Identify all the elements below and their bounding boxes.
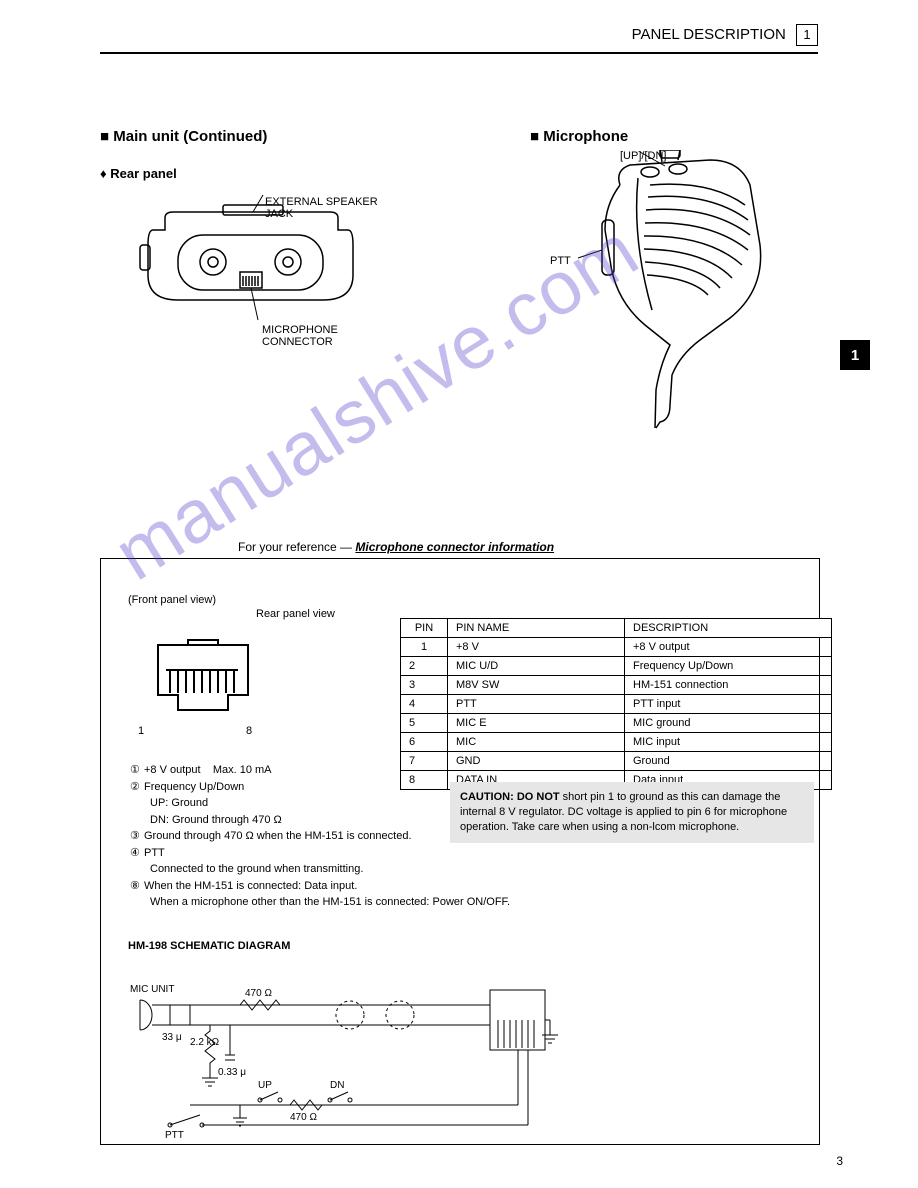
legend-right: Max. 10 mA [213,764,272,776]
schem-mic-unit: MIC UNIT [130,984,174,995]
rear-panel-view-label: Rear panel view [256,608,335,620]
cell: PTT input [625,695,832,714]
reference-title: For your reference — Microphone connecto… [230,540,562,554]
legend-label: +8 V output [144,764,201,776]
reference-main-title: Microphone connector information [355,540,554,554]
rear-panel-subtitle: ♦ Rear panel [100,166,177,181]
th-pin: PIN [401,619,448,638]
schem-r4: 470 Ω [290,1112,317,1123]
page-number: 3 [836,1154,843,1168]
rear-panel-illustration [138,190,368,320]
header-category: PANEL DESCRIPTION [632,26,786,43]
cell: MIC input [625,733,832,752]
legend-num: ① [130,762,144,779]
legend-label: Connected to the ground when transmittin… [150,863,363,875]
table-row: 2 MIC U/D Frequency Up/Down [401,657,832,676]
microphone-illustration [560,150,790,430]
legend-label: When the HM-151 is connected: Data input… [144,880,357,892]
cell: 3 [401,676,448,695]
cell: MIC U/D [448,657,625,676]
cell: PTT [448,695,625,714]
front-panel-view-label: (Front panel view) [128,594,216,606]
schem-dn: DN [330,1080,344,1091]
cell: MIC ground [625,714,832,733]
table-row: 6 MIC MIC input [401,733,832,752]
pin-legend: ①+8 V output Max. 10 mA ②Frequency Up/Do… [130,762,510,911]
th-name: PIN NAME [448,619,625,638]
cell: 2 [401,657,448,676]
cell: Frequency Up/Down [625,657,832,676]
section-title-main-unit: ■ Main unit (Continued) [100,128,267,145]
cell: 1 [401,638,448,657]
cell: MIC E [448,714,625,733]
cell: 4 [401,695,448,714]
schem-c1: 33 μ [162,1032,182,1043]
schem-ptt: PTT [165,1130,184,1140]
schem-r2: 2.2 kΩ [190,1037,220,1048]
table-row: 3 M8V SW HM-151 connection [401,676,832,695]
header-chapter-number: 1 [796,24,818,46]
schem-up: UP [258,1080,272,1091]
legend-label: When a microphone other than the HM-151 … [150,896,510,908]
legend-label: Frequency Up/Down [144,781,244,793]
mic-connector-label-l2: CONNECTOR [262,336,338,348]
cell: +8 V output [625,638,832,657]
th-desc: DESCRIPTION [625,619,832,638]
page: PANEL DESCRIPTION 1 ■ Main unit (Continu… [0,0,918,1188]
mic-connector-label-l1: MICROPHONE [262,324,338,336]
cell: 6 [401,733,448,752]
cell: HM-151 connection [625,676,832,695]
schematic-diagram: MIC UNIT 470 Ω 2.2 kΩ 33 μ 0.33 μ 470 Ω … [130,960,600,1140]
table-row: 4 PTT PTT input [401,695,832,714]
legend-label: PTT [144,847,165,859]
cell: M8V SW [448,676,625,695]
schem-r1: 470 Ω [245,988,272,999]
reference-sup: For your reference — [238,540,352,554]
cell: +8 V [448,638,625,657]
pin8-label: 8 [246,725,252,737]
side-tab: 1 [840,340,870,370]
pin1-label: 1 [138,725,144,737]
rj45-icon [148,635,258,720]
header-rule [100,52,818,54]
header: PANEL DESCRIPTION 1 [632,24,818,46]
table-row: PIN PIN NAME DESCRIPTION [401,619,832,638]
legend-num: ④ [130,845,144,862]
legend-label: Ground through 470 Ω when the HM-151 is … [144,830,412,842]
legend-label: DN: Ground through 470 Ω [150,814,282,826]
cell: MIC [448,733,625,752]
legend-num: ⑧ [130,878,144,895]
schem-c2: 0.33 μ [218,1067,246,1078]
legend-label: UP: Ground [150,797,208,809]
microphone-section-title: ■ Microphone [530,128,628,145]
table-row: 5 MIC E MIC ground [401,714,832,733]
cell: Ground [625,752,832,771]
cell: 5 [401,714,448,733]
legend-num: ③ [130,828,144,845]
mic-connector-label: MICROPHONE CONNECTOR [262,324,338,348]
table-row: 1 +8 V +8 V output [401,638,832,657]
legend-num: ② [130,779,144,796]
schematic-title: HM-198 SCHEMATIC DIAGRAM [128,940,290,952]
